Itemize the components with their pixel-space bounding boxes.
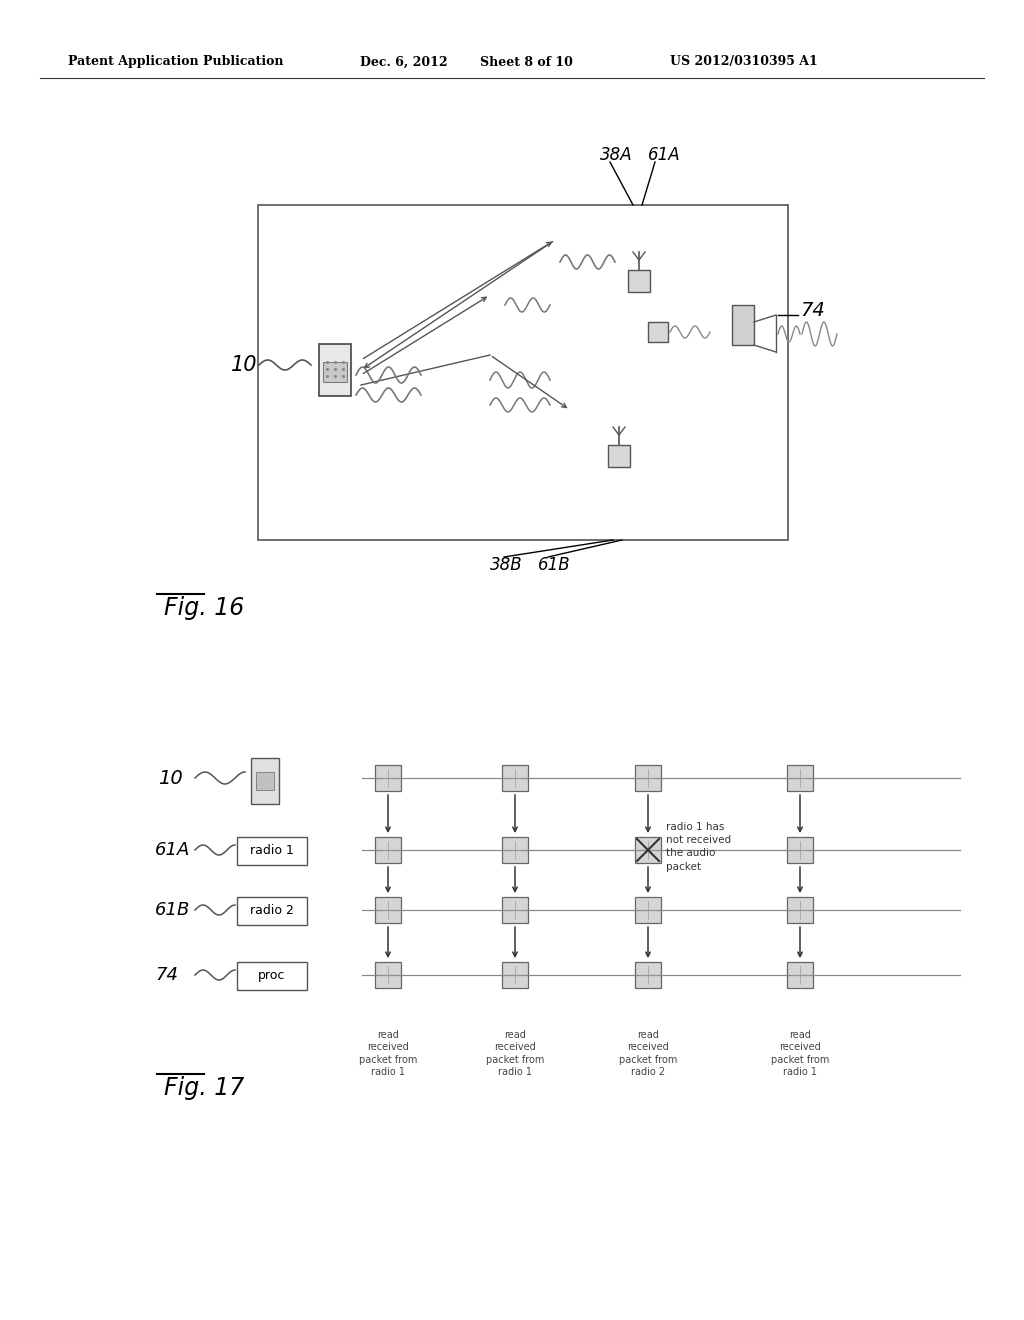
Bar: [256, 772, 274, 789]
Text: Sheet 8 of 10: Sheet 8 of 10: [480, 55, 572, 69]
Text: 61A: 61A: [648, 147, 681, 164]
Text: 10: 10: [158, 768, 182, 788]
Text: read
received
packet from
radio 2: read received packet from radio 2: [618, 1030, 677, 1077]
Bar: [787, 898, 813, 923]
Text: radio 1: radio 1: [250, 843, 294, 857]
Bar: [319, 345, 351, 396]
Bar: [375, 837, 401, 863]
Text: US 2012/0310395 A1: US 2012/0310395 A1: [670, 55, 818, 69]
Bar: [251, 758, 279, 804]
Text: proc: proc: [258, 969, 286, 982]
FancyBboxPatch shape: [237, 962, 307, 990]
Bar: [787, 837, 813, 863]
Text: read
received
packet from
radio 1: read received packet from radio 1: [485, 1030, 544, 1077]
Text: Fig. 17: Fig. 17: [164, 1076, 245, 1100]
Bar: [375, 766, 401, 791]
Bar: [323, 362, 347, 381]
Bar: [502, 898, 528, 923]
Bar: [787, 766, 813, 791]
Text: Dec. 6, 2012: Dec. 6, 2012: [360, 55, 447, 69]
Text: 38B: 38B: [490, 556, 522, 574]
Text: Patent Application Publication: Patent Application Publication: [68, 55, 284, 69]
Text: radio 1 has
not received
the audio
packet: radio 1 has not received the audio packe…: [666, 822, 731, 871]
Bar: [635, 766, 662, 791]
Text: 74: 74: [800, 301, 824, 319]
Bar: [628, 271, 650, 292]
FancyBboxPatch shape: [237, 837, 307, 865]
Text: Fig. 16: Fig. 16: [164, 597, 245, 620]
Text: 74: 74: [155, 966, 178, 983]
Text: 38A: 38A: [600, 147, 633, 164]
Text: 10: 10: [231, 355, 257, 375]
FancyBboxPatch shape: [237, 898, 307, 925]
Bar: [502, 962, 528, 987]
Bar: [787, 962, 813, 987]
Bar: [635, 962, 662, 987]
Text: 61A: 61A: [155, 841, 190, 859]
Bar: [635, 898, 662, 923]
Bar: [635, 837, 662, 863]
Bar: [608, 445, 630, 467]
Bar: [502, 766, 528, 791]
Text: read
received
packet from
radio 1: read received packet from radio 1: [358, 1030, 417, 1077]
Text: 61B: 61B: [538, 556, 570, 574]
Text: 61B: 61B: [155, 902, 190, 919]
Bar: [258, 205, 788, 540]
Bar: [375, 962, 401, 987]
Text: radio 2: radio 2: [250, 903, 294, 916]
Bar: [502, 837, 528, 863]
Bar: [648, 322, 668, 342]
Bar: [375, 898, 401, 923]
Bar: [732, 305, 754, 345]
Text: read
received
packet from
radio 1: read received packet from radio 1: [771, 1030, 829, 1077]
